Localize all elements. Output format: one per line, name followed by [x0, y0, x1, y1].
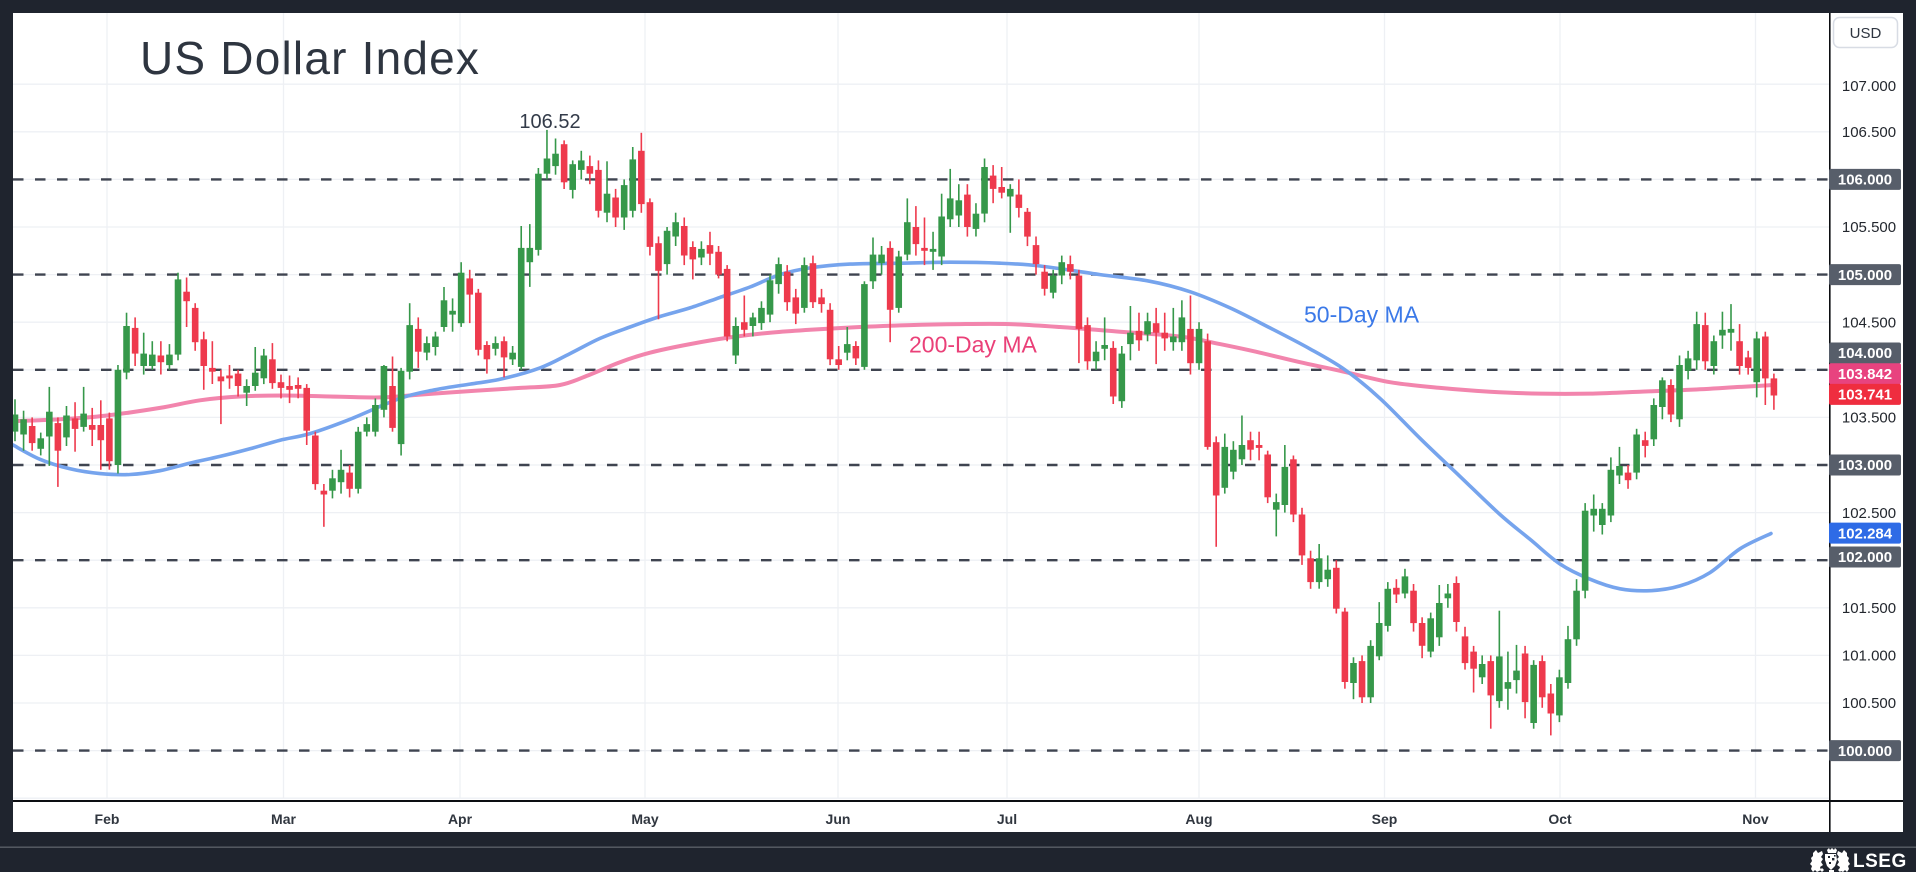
svg-text:104.500: 104.500 [1842, 314, 1896, 331]
svg-text:LSEG: LSEG [1853, 851, 1907, 872]
svg-text:100.500: 100.500 [1842, 695, 1896, 712]
svg-text:Nov: Nov [1742, 811, 1769, 827]
svg-text:103.000: 103.000 [1838, 457, 1892, 474]
svg-text:Sep: Sep [1372, 811, 1398, 827]
svg-text:102.000: 102.000 [1838, 549, 1892, 566]
svg-text:103.741: 103.741 [1838, 387, 1892, 404]
svg-text:103.842: 103.842 [1838, 366, 1892, 383]
svg-text:101.000: 101.000 [1842, 648, 1896, 665]
svg-text:Oct: Oct [1548, 811, 1572, 827]
svg-text:50-Day MA: 50-Day MA [1304, 302, 1420, 328]
svg-text:USD: USD [1850, 25, 1882, 42]
svg-text:Mar: Mar [271, 811, 296, 827]
svg-text:Apr: Apr [448, 811, 473, 827]
svg-text:107.000: 107.000 [1842, 78, 1896, 95]
svg-text:US Dollar Index: US Dollar Index [140, 32, 480, 84]
svg-text:200-Day MA: 200-Day MA [909, 332, 1037, 358]
svg-text:102.284: 102.284 [1838, 525, 1893, 542]
svg-text:100.000: 100.000 [1838, 743, 1892, 760]
svg-text:May: May [631, 811, 658, 827]
svg-text:Feb: Feb [95, 811, 120, 827]
svg-text:106.52: 106.52 [519, 111, 580, 133]
svg-text:106.500: 106.500 [1842, 124, 1896, 141]
svg-text:103.500: 103.500 [1842, 410, 1896, 427]
svg-text:Jun: Jun [826, 811, 851, 827]
svg-text:101.500: 101.500 [1842, 600, 1896, 617]
svg-text:104.000: 104.000 [1838, 345, 1892, 362]
svg-text:Jul: Jul [997, 811, 1017, 827]
svg-text:105.500: 105.500 [1842, 219, 1896, 236]
svg-text:102.500: 102.500 [1842, 505, 1896, 522]
svg-text:106.000: 106.000 [1838, 172, 1892, 189]
svg-text:105.000: 105.000 [1838, 267, 1892, 284]
svg-text:Aug: Aug [1185, 811, 1212, 827]
